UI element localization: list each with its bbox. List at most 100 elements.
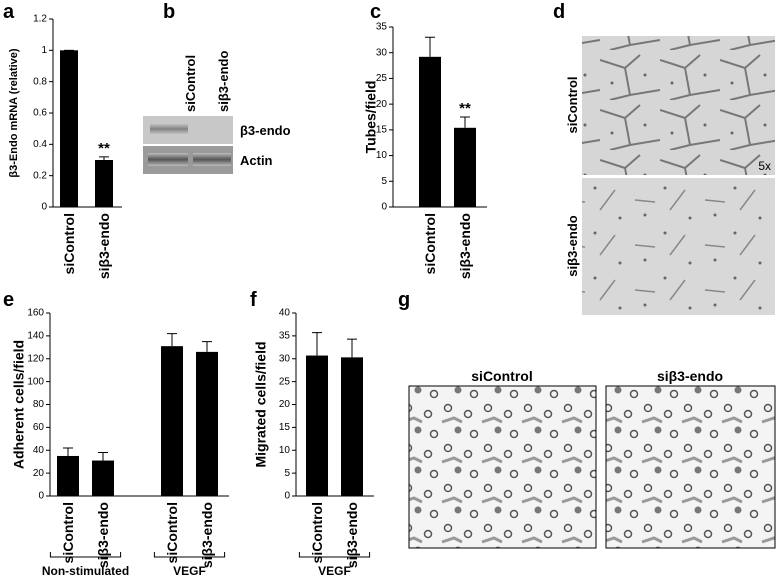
x-tick-label: siControl	[309, 502, 325, 563]
bar	[92, 460, 114, 496]
y-axis-label: Adherent cells/field	[11, 340, 27, 469]
bar	[341, 357, 363, 496]
y-axis-label: Migrated cells/field	[253, 341, 269, 467]
panel-letter: f	[250, 289, 257, 311]
y-tick-label: 0	[284, 491, 290, 502]
bar	[419, 56, 441, 208]
x-tick-label: siControl	[61, 213, 77, 274]
y-tick-label: 120	[27, 353, 44, 364]
bar	[57, 455, 79, 496]
group-bracket	[298, 552, 371, 558]
micrograph	[582, 178, 775, 315]
y-tick-label: 20	[33, 468, 45, 479]
y-tick-label: 10	[279, 445, 291, 456]
x-tick-label: siControl	[164, 502, 180, 563]
y-tick-label: 60	[33, 422, 45, 433]
y-tick-label: 0	[41, 202, 47, 213]
y-tick-label: 0	[38, 491, 44, 502]
lane-label: siControl	[183, 55, 198, 112]
row-label: siβ3-endo	[565, 215, 580, 276]
group-bracket	[49, 552, 122, 558]
blot-band	[193, 153, 231, 166]
y-tick-label: 40	[33, 445, 45, 456]
panel-letter: e	[3, 289, 14, 311]
micrograph	[408, 385, 597, 549]
micrograph	[605, 385, 776, 549]
column-label: siβ3-endo	[657, 368, 723, 384]
y-tick-label: 1	[41, 45, 47, 56]
error-bar	[312, 332, 322, 356]
y-tick-label: 140	[27, 331, 44, 342]
micrograph	[582, 36, 775, 175]
y-tick-label: 25	[376, 73, 388, 84]
blot: siControl siβ3-endo β3-endo Actin	[143, 51, 291, 174]
y-tick-label: 40	[279, 308, 291, 319]
y-tick-label: 30	[279, 353, 291, 364]
bar	[454, 127, 476, 207]
migration-images: siControl siβ3-endo	[408, 368, 776, 549]
group-label: Non-stimulated	[42, 564, 129, 578]
error-bar	[425, 36, 435, 57]
x-tick-label: siβ3-endo	[95, 502, 111, 568]
x-tick-label: siControl	[422, 213, 438, 274]
group-bracket	[153, 552, 226, 558]
panel-letter: c	[370, 1, 381, 23]
error-bar	[347, 338, 357, 358]
error-bar	[63, 447, 73, 456]
group-label: VEGF	[318, 564, 351, 578]
panel-letter: g	[398, 289, 410, 311]
bar	[161, 346, 183, 496]
y-tick-label: 5	[381, 176, 387, 187]
y-tick-label: 0.6	[33, 108, 47, 119]
y-tick-label: 0	[381, 202, 387, 213]
y-tick-label: 0.4	[33, 139, 47, 150]
magnification: 5x	[758, 159, 771, 173]
row-label: siControl	[565, 76, 580, 133]
x-tick-label: siControl	[60, 502, 76, 563]
y-tick-label: 80	[33, 399, 45, 410]
band-label: β3-endo	[240, 123, 291, 138]
y-tick-label: 0.8	[33, 76, 47, 87]
significance: **	[98, 140, 110, 157]
y-tick-label: 160	[27, 308, 44, 319]
y-tick-label: 15	[376, 124, 388, 135]
y-tick-label: 20	[376, 99, 388, 110]
blot-band	[148, 153, 188, 166]
y-tick-label: 30	[376, 47, 388, 58]
error-bar	[202, 341, 212, 352]
blot-band	[150, 124, 188, 134]
y-tick-label: 1.2	[33, 14, 47, 25]
y-tick-label: 20	[279, 399, 291, 410]
error-bar	[98, 452, 108, 461]
bar	[196, 351, 218, 496]
y-tick-label: 100	[27, 376, 44, 387]
panel-letter: a	[3, 1, 15, 23]
x-tick-label: siβ3-endo	[96, 213, 112, 279]
panel-letter: d	[553, 1, 565, 23]
x-tick-label: siβ3-endo	[457, 213, 473, 279]
y-tick-label: 5	[284, 468, 290, 479]
bar	[95, 160, 113, 207]
x-tick-label: siβ3-endo	[344, 502, 360, 568]
y-axis-label: Tubes/field	[363, 81, 379, 154]
panel-letters: a b c d e f g	[3, 1, 565, 311]
tube-images: siControl siβ3-endo 5x	[565, 36, 775, 315]
error-bar	[167, 333, 177, 347]
lane-label: siβ3-endo	[216, 51, 231, 112]
band-label: Actin	[240, 153, 273, 168]
significance: **	[459, 100, 471, 117]
error-bar	[99, 156, 109, 160]
y-tick-label: 10	[376, 150, 388, 161]
y-tick-label: 25	[279, 376, 291, 387]
bar	[306, 355, 328, 496]
error-bar	[460, 116, 470, 128]
group-label: VEGF	[173, 564, 206, 578]
x-tick-label: siβ3-endo	[199, 502, 215, 568]
y-axis-label: β3-Endo mRNA (relative)	[8, 48, 20, 177]
column-label: siControl	[471, 368, 532, 384]
y-tick-label: 35	[279, 331, 291, 342]
y-tick-label: 15	[279, 422, 291, 433]
y-tick-label: 0.2	[33, 170, 47, 181]
y-tick-label: 35	[376, 22, 388, 33]
